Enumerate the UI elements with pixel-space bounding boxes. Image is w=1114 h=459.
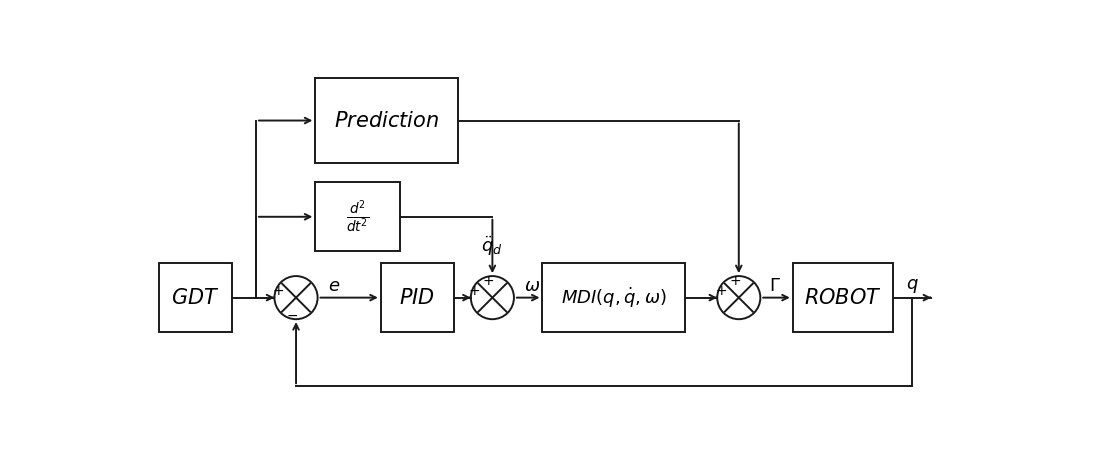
Text: $PID$: $PID$: [400, 288, 436, 308]
Bar: [159, 263, 232, 332]
Text: +: +: [273, 285, 284, 298]
Bar: [381, 263, 453, 332]
Text: $\frac{d^2}{dt^2}$: $\frac{d^2}{dt^2}$: [346, 198, 370, 235]
Text: $MDI(q,\dot{q},\omega)$: $MDI(q,\dot{q},\omega)$: [560, 285, 666, 310]
Text: $\ddot{q}_d$: $\ddot{q}_d$: [481, 235, 502, 257]
Text: $\omega$: $\omega$: [524, 277, 540, 295]
Text: $ROBOT$: $ROBOT$: [804, 288, 881, 308]
Bar: [543, 263, 685, 332]
Circle shape: [471, 276, 514, 319]
Text: $Prediction$: $Prediction$: [334, 111, 439, 130]
Text: +: +: [715, 285, 727, 298]
Text: +: +: [730, 274, 741, 288]
Text: $GDT$: $GDT$: [172, 288, 219, 308]
Bar: [793, 263, 892, 332]
Circle shape: [717, 276, 761, 319]
Text: $e$: $e$: [329, 277, 341, 295]
Bar: [315, 182, 400, 252]
Text: $-$: $-$: [286, 308, 299, 322]
Circle shape: [274, 276, 317, 319]
Text: +: +: [482, 274, 495, 288]
Bar: [315, 78, 458, 163]
Text: $q$: $q$: [906, 277, 919, 295]
Text: $\Gamma$: $\Gamma$: [769, 277, 781, 295]
Text: +: +: [469, 285, 480, 298]
